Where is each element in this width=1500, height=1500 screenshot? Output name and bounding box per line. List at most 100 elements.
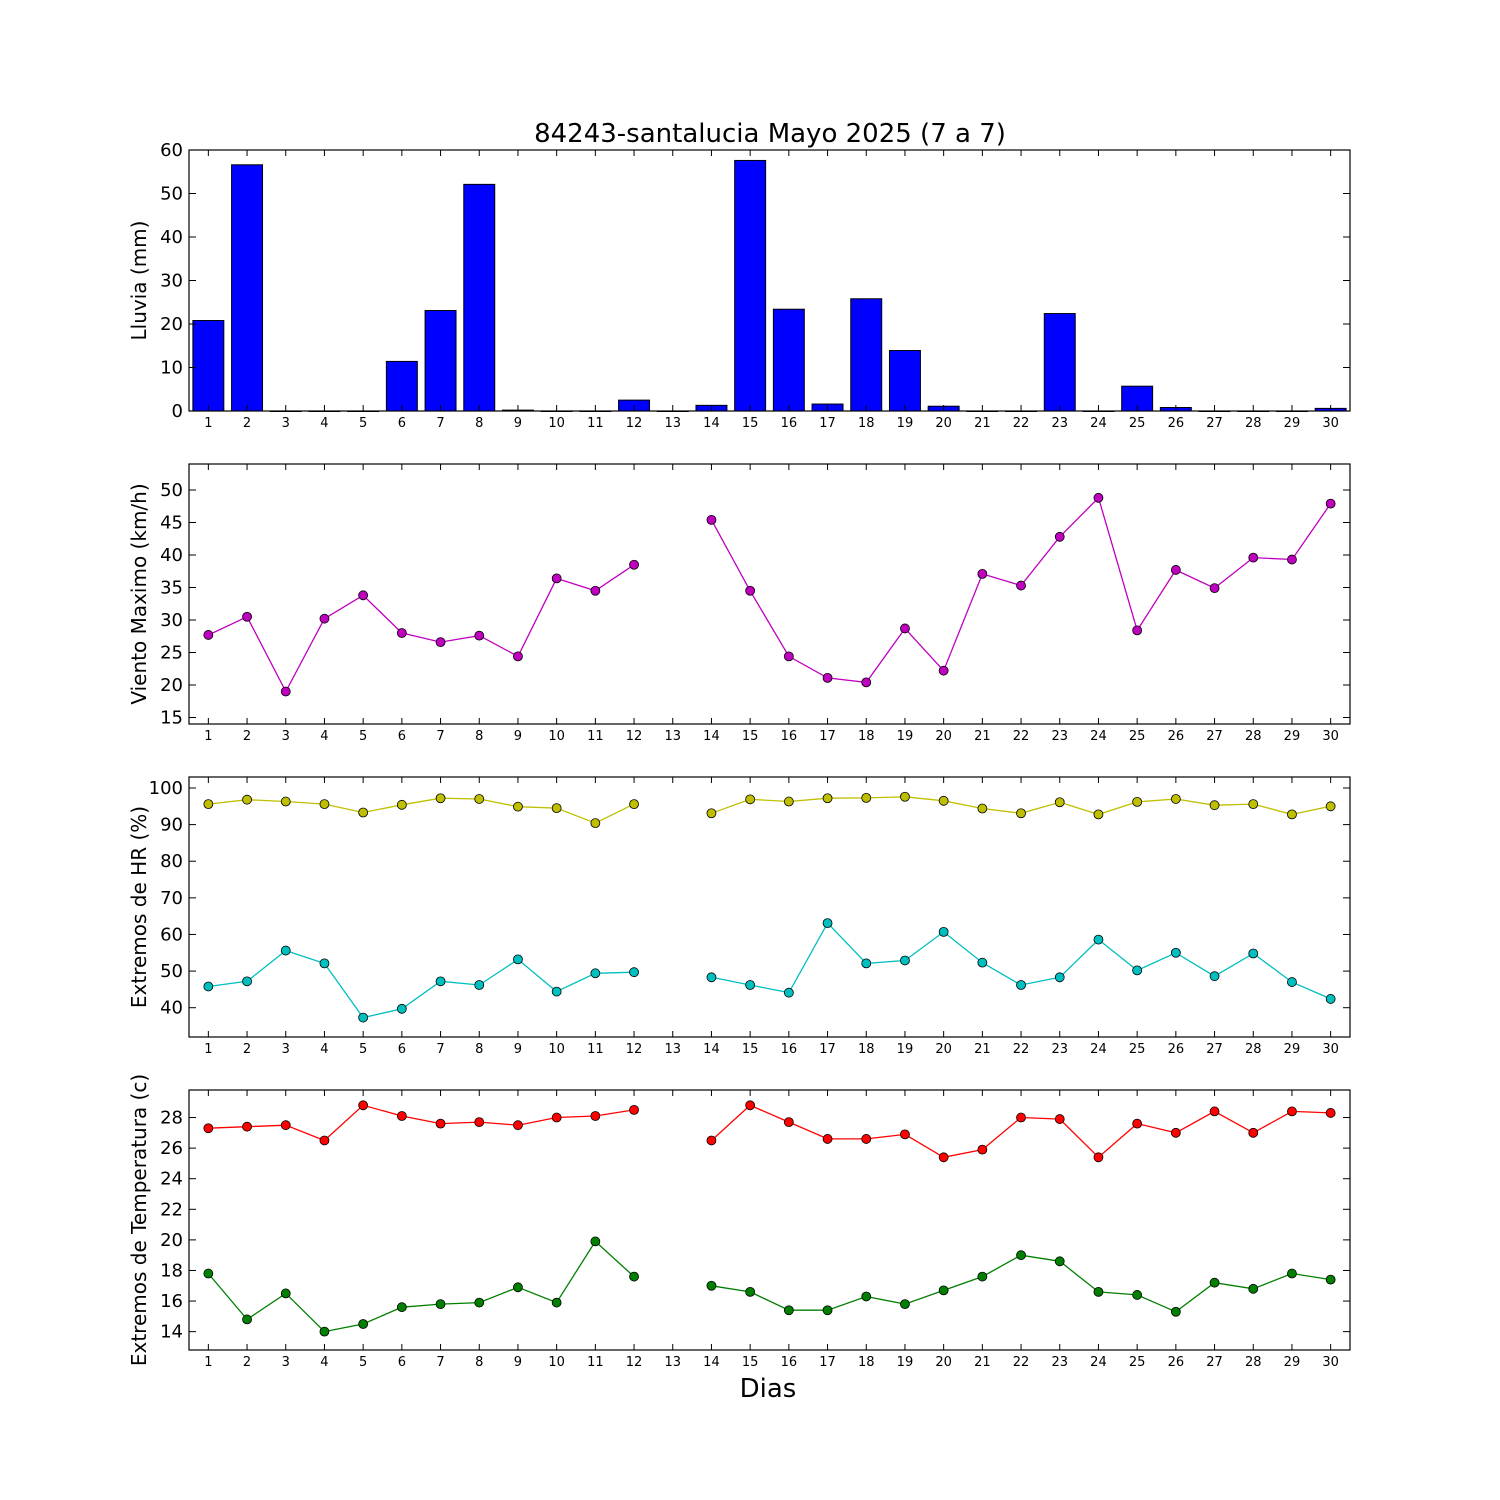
chart-title: 84243-santalucia Mayo 2025 (7 a 7): [534, 119, 1006, 149]
rain-xtick-label: 12: [626, 416, 643, 431]
rain-xtick-label: 26: [1168, 416, 1185, 431]
wind-point-0-day-28: [1248, 552, 1259, 563]
temperature-point-1-day-6: [396, 1302, 407, 1313]
temperature-point-1-day-14: [706, 1280, 717, 1291]
humidity-y-axis-label: Extremos de HR (%): [127, 806, 151, 1008]
temperature-ytick-label: 14: [160, 1322, 183, 1343]
temperature-point-1-day-24: [1093, 1286, 1104, 1297]
rain-xtick-label: 24: [1090, 416, 1107, 431]
rain-xtick-label: 27: [1206, 416, 1223, 431]
temperature-xtick-label: 4: [320, 1355, 328, 1370]
wind-point-0-day-9: [513, 651, 523, 662]
humidity-point-1-day-12: [629, 967, 639, 978]
humidity-point-1-day-16: [783, 987, 794, 998]
humidity-point-0-day-27: [1209, 800, 1220, 811]
temperature-xtick-label: 25: [1129, 1355, 1146, 1370]
humidity-point-1-day-17: [822, 918, 833, 929]
humidity-point-1-day-9: [513, 954, 523, 965]
wind-point-0-day-10: [551, 573, 562, 584]
temperature-xtick-label: 14: [703, 1355, 720, 1370]
temperature-point-1-day-3: [280, 1288, 291, 1299]
humidity-point-1-day-14: [706, 972, 717, 983]
temperature-ytick-label: 24: [160, 1169, 183, 1190]
temperature-point-0-day-12: [629, 1104, 639, 1115]
rain-xtick-label: 19: [897, 416, 914, 431]
rain-ytick-label: 20: [160, 314, 183, 335]
rain-xtick-label: 21: [974, 416, 991, 431]
humidity-series-1: [203, 918, 1336, 1023]
temperature-xtick-label: 9: [514, 1355, 522, 1370]
temperature-point-0-day-6: [396, 1111, 407, 1121]
humidity-point-0-day-6: [396, 799, 407, 810]
temperature-point-1-day-1: [203, 1268, 214, 1279]
humidity-point-0-day-14: [706, 808, 717, 819]
humidity-point-1-day-1: [203, 981, 214, 992]
temperature-xtick-label: 19: [897, 1355, 914, 1370]
temperature-point-1-day-22: [1016, 1250, 1026, 1261]
rain-xtick-label: 5: [359, 416, 367, 431]
humidity-xtick-label: 9: [514, 1042, 522, 1057]
humidity-point-1-day-20: [938, 927, 949, 937]
wind-point-0-day-12: [629, 559, 639, 570]
wind-point-0-day-27: [1209, 583, 1220, 594]
temperature-point-1-day-18: [861, 1291, 872, 1302]
wind-point-0-day-20: [938, 665, 949, 676]
humidity-xtick-label: 11: [587, 1042, 604, 1057]
temperature-point-1-day-21: [977, 1271, 988, 1282]
rain-xtick-label: 28: [1245, 416, 1262, 431]
rain-bar-day-7: [424, 310, 457, 412]
wind-ytick-label: 45: [160, 513, 183, 534]
wind-xtick-label: 7: [436, 729, 444, 744]
temperature-xtick-label: 17: [819, 1355, 836, 1370]
humidity-ytick-label: 70: [160, 888, 183, 909]
temperature-y-axis-label: Extremos de Temperatura (c): [127, 1074, 151, 1366]
wind-xtick-label: 23: [1051, 729, 1068, 744]
wind-plot-frame: [188, 463, 1351, 725]
temperature-point-0-day-2: [242, 1121, 252, 1132]
rain-bar-day-23: [1043, 313, 1076, 412]
wind-xtick-label: 12: [626, 729, 643, 744]
temperature-point-0-day-29: [1287, 1106, 1297, 1117]
humidity-xtick-label: 13: [664, 1042, 681, 1057]
temperature-point-0-day-21: [977, 1144, 988, 1155]
rain-xtick-label: 30: [1322, 416, 1339, 431]
wind-point-0-day-5: [358, 590, 369, 601]
temperature-series-0: [203, 1100, 1336, 1163]
wind-point-0-day-4: [319, 613, 330, 624]
temperature-xtick-label: 10: [548, 1355, 565, 1370]
temperature-point-0-day-10: [551, 1112, 562, 1123]
humidity-xtick-label: 4: [320, 1042, 328, 1057]
wind-ytick-label: 20: [160, 675, 183, 696]
humidity-ytick-label: 90: [160, 815, 183, 836]
wind-point-0-day-14: [706, 515, 717, 525]
humidity-point-0-day-3: [280, 796, 291, 807]
humidity-point-0-day-15: [745, 794, 756, 805]
wind-xtick-label: 26: [1168, 729, 1185, 744]
x-axis-label: Dias: [740, 1374, 797, 1404]
humidity-line-0: [208, 796, 1331, 824]
rain-xtick-label: 9: [514, 416, 522, 431]
wind-point-0-day-6: [396, 628, 407, 638]
humidity-point-1-day-10: [551, 986, 562, 997]
humidity-xtick-label: 6: [398, 1042, 406, 1057]
rain-xtick-label: 20: [935, 416, 952, 431]
wind-xtick-label: 5: [359, 729, 367, 744]
humidity-point-0-day-10: [551, 803, 562, 814]
wind-y-axis-label: Viento Maximo (km/h): [127, 483, 151, 704]
temperature-point-0-day-24: [1093, 1152, 1104, 1163]
humidity-xtick-label: 28: [1245, 1042, 1262, 1057]
humidity-ytick-label: 60: [160, 924, 183, 945]
humidity-point-0-day-20: [938, 795, 949, 806]
temperature-line-0: [208, 1104, 1331, 1159]
temperature-line-1: [207, 1240, 1331, 1333]
temperature-point-1-day-12: [629, 1271, 639, 1282]
humidity-point-0-day-1: [203, 799, 214, 809]
temperature-point-0-day-5: [358, 1100, 369, 1111]
wind-point-0-day-15: [745, 585, 756, 596]
rain-xtick-label: 17: [819, 416, 836, 431]
temperature-point-0-day-28: [1248, 1127, 1259, 1138]
temperature-xtick-label: 7: [436, 1355, 444, 1370]
temperature-point-1-day-8: [474, 1297, 485, 1308]
temperature-point-1-day-27: [1209, 1277, 1220, 1288]
